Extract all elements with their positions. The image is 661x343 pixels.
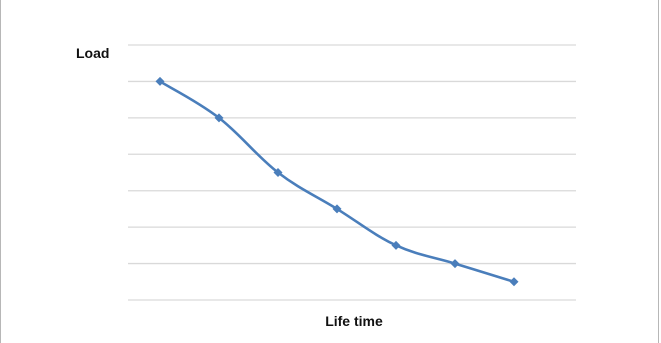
series-line (159, 80, 515, 284)
y-axis-label: Load (76, 45, 109, 61)
data-point-5 (391, 240, 401, 250)
data-point-6 (450, 259, 460, 269)
data-point-7 (509, 277, 519, 287)
data-point-2 (214, 113, 224, 123)
data-point-3 (273, 168, 283, 177)
data-point-1 (155, 76, 165, 86)
series-0-line (159, 80, 515, 284)
x-axis-label: Life time (325, 313, 383, 329)
series-markers (155, 76, 519, 287)
gridlines (128, 44, 576, 301)
data-point-4 (332, 204, 342, 214)
